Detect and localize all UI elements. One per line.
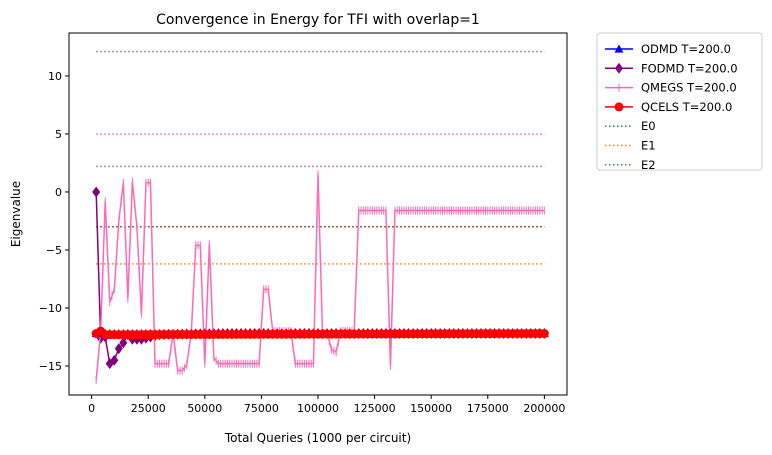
data-point: [614, 102, 624, 112]
data-point: [114, 343, 123, 355]
x-axis-label: Total Queries (1000 per circuit): [224, 431, 411, 445]
series-qcels: [91, 326, 549, 340]
data-point: [615, 62, 623, 74]
y-tick-label: −15: [39, 360, 62, 373]
x-tick-label: 50000: [187, 402, 222, 415]
data-point: [110, 354, 119, 366]
y-tick-label: −5: [46, 244, 62, 257]
x-tick-label: 150000: [410, 402, 452, 415]
data-point: [614, 44, 624, 53]
legend: ODMD T=200.0 FODMD T=200.0 QMEGS T=200.0 QC…: [596, 32, 763, 172]
legend-item: E2: [605, 158, 656, 172]
y-tick-label: 10: [48, 70, 62, 83]
data-point: [92, 186, 101, 198]
chart-title: Convergence in Energy for TFI with overl…: [156, 12, 480, 28]
x-tick-label: 200000: [523, 402, 565, 415]
y-tick-label: −10: [39, 302, 62, 315]
legend-label: QCELS T=200.0: [641, 100, 732, 114]
legend-item: FODMD T=200.0: [605, 61, 738, 75]
data-point: [535, 329, 545, 339]
legend-item: E1: [605, 139, 656, 153]
legend-label: E0: [641, 119, 656, 133]
legend-box: [596, 32, 763, 171]
x-tick-label: 125000: [354, 402, 396, 415]
y-tick-label: 0: [55, 186, 62, 199]
legend-label: E1: [641, 139, 656, 153]
legend-label: FODMD T=200.0: [641, 61, 738, 75]
x-axis: 0 25000 50000 75000 100000 125000 150000 175000…: [88, 395, 565, 415]
reference-lines: [96, 50, 545, 335]
y-axis: −15 −10 −5 0 5 10: [39, 70, 69, 373]
series-layer: [91, 170, 549, 384]
x-tick-label: 25000: [131, 402, 166, 415]
x-tick-label: 175000: [467, 402, 509, 415]
legend-item: QMEGS T=200.0: [605, 81, 737, 95]
y-tick-label: 5: [55, 128, 62, 141]
x-tick-label: 100000: [297, 402, 339, 415]
legend-label: E2: [641, 158, 656, 172]
data-point: [119, 337, 128, 349]
series-line: [95, 174, 545, 380]
legend-item: E0: [605, 119, 656, 133]
series-qmegs: [95, 170, 545, 384]
legend-label: ODMD T=200.0: [641, 42, 731, 56]
legend-item: ODMD T=200.0: [605, 42, 731, 56]
x-tick-label: 0: [88, 402, 95, 415]
legend-label: QMEGS T=200.0: [641, 81, 737, 95]
x-tick-label: 75000: [244, 402, 279, 415]
legend-item: QCELS T=200.0: [605, 100, 732, 114]
y-axis-label: Eigenvalue: [9, 181, 23, 247]
